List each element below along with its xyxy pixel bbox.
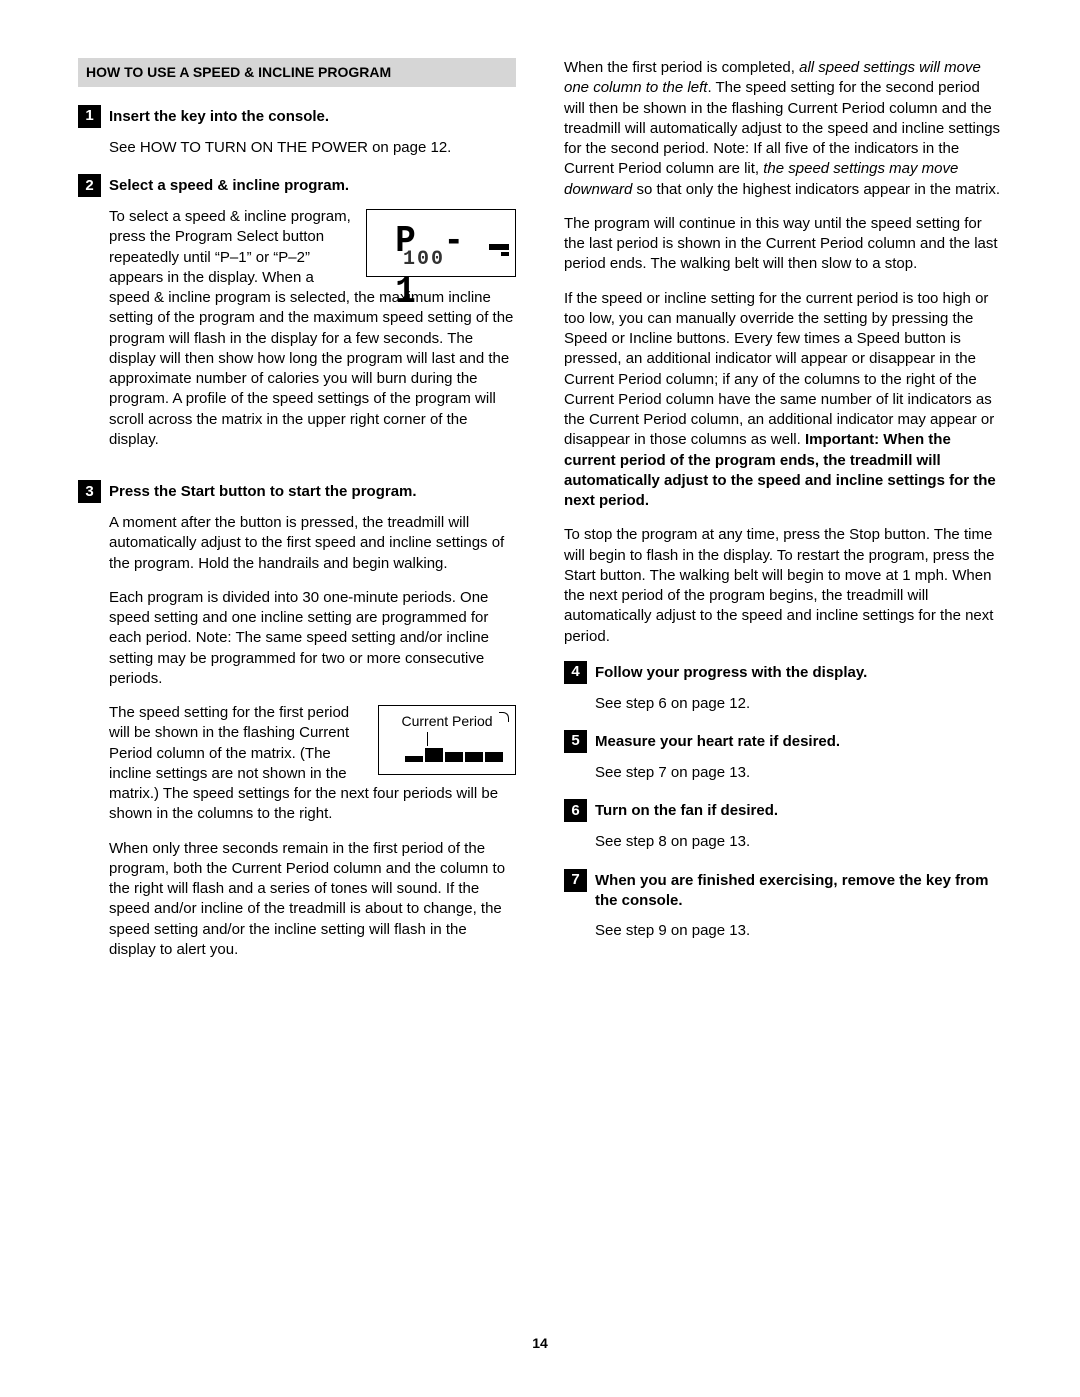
display-illustration-p1: P - 1 100 [366,209,516,277]
body-text: See step 9 on page 13. [595,921,1002,941]
body-text: If the speed or incline setting for the … [564,289,1002,512]
body-text: When the first period is completed, all … [564,58,1002,200]
step-2: 2 Select a speed & incline program. P - … [78,174,516,464]
step-number: 3 [78,480,101,503]
body-text: See step 7 on page 13. [595,763,1002,783]
matrix-bars-icon [405,748,503,762]
step-title: Measure your heart rate if desired. [595,730,840,752]
body-text: See step 8 on page 13. [595,832,1002,852]
body-text: The program will continue in this way un… [564,214,1002,275]
body-text: When only three seconds remain in the fi… [109,839,516,961]
body-text: Each program is divided into 30 one-minu… [109,588,516,689]
display-subtext: 100 [403,246,445,273]
section-header: HOW TO USE A SPEED & INCLINE PROGRAM [78,58,516,87]
step-4: 4 Follow your progress with the display.… [564,661,1002,714]
figure-label: Current Period [379,712,515,731]
matrix-illustration: Current Period [378,705,516,775]
step-title: When you are finished exercising, remove… [595,869,1002,912]
callout-line-icon [427,732,428,746]
step-5: 5 Measure your heart rate if desired. Se… [564,730,1002,783]
step-7: 7 When you are finished exercising, remo… [564,869,1002,942]
body-text: To stop the program at any time, press t… [564,525,1002,647]
step-title: Select a speed & incline program. [109,174,349,196]
step-number: 6 [564,799,587,822]
step-title: Press the Start button to start the prog… [109,480,417,502]
two-column-layout: HOW TO USE A SPEED & INCLINE PROGRAM 1 I… [78,58,1002,976]
body-text: A moment after the button is pressed, th… [109,513,516,574]
body-text: See step 6 on page 12. [595,694,1002,714]
step-number: 5 [564,730,587,753]
step-number: 2 [78,174,101,197]
step-number: 4 [564,661,587,684]
step-number: 7 [564,869,587,892]
left-column: HOW TO USE A SPEED & INCLINE PROGRAM 1 I… [78,58,516,976]
step-3: 3 Press the Start button to start the pr… [78,480,516,960]
step-title: Follow your progress with the display. [595,661,867,683]
step-title: Turn on the fan if desired. [595,799,778,821]
step-number: 1 [78,105,101,128]
callout-line-icon [499,712,509,722]
display-bar-icon [489,244,509,250]
body-text: See HOW TO TURN ON THE POWER on page 12. [109,138,516,158]
step-title: Insert the key into the console. [109,105,329,127]
step-1: 1 Insert the key into the console. See H… [78,105,516,158]
right-column: When the first period is completed, all … [564,58,1002,976]
step-6: 6 Turn on the fan if desired. See step 8… [564,799,1002,852]
page-number: 14 [0,1334,1080,1353]
display-bar-icon [501,252,509,256]
